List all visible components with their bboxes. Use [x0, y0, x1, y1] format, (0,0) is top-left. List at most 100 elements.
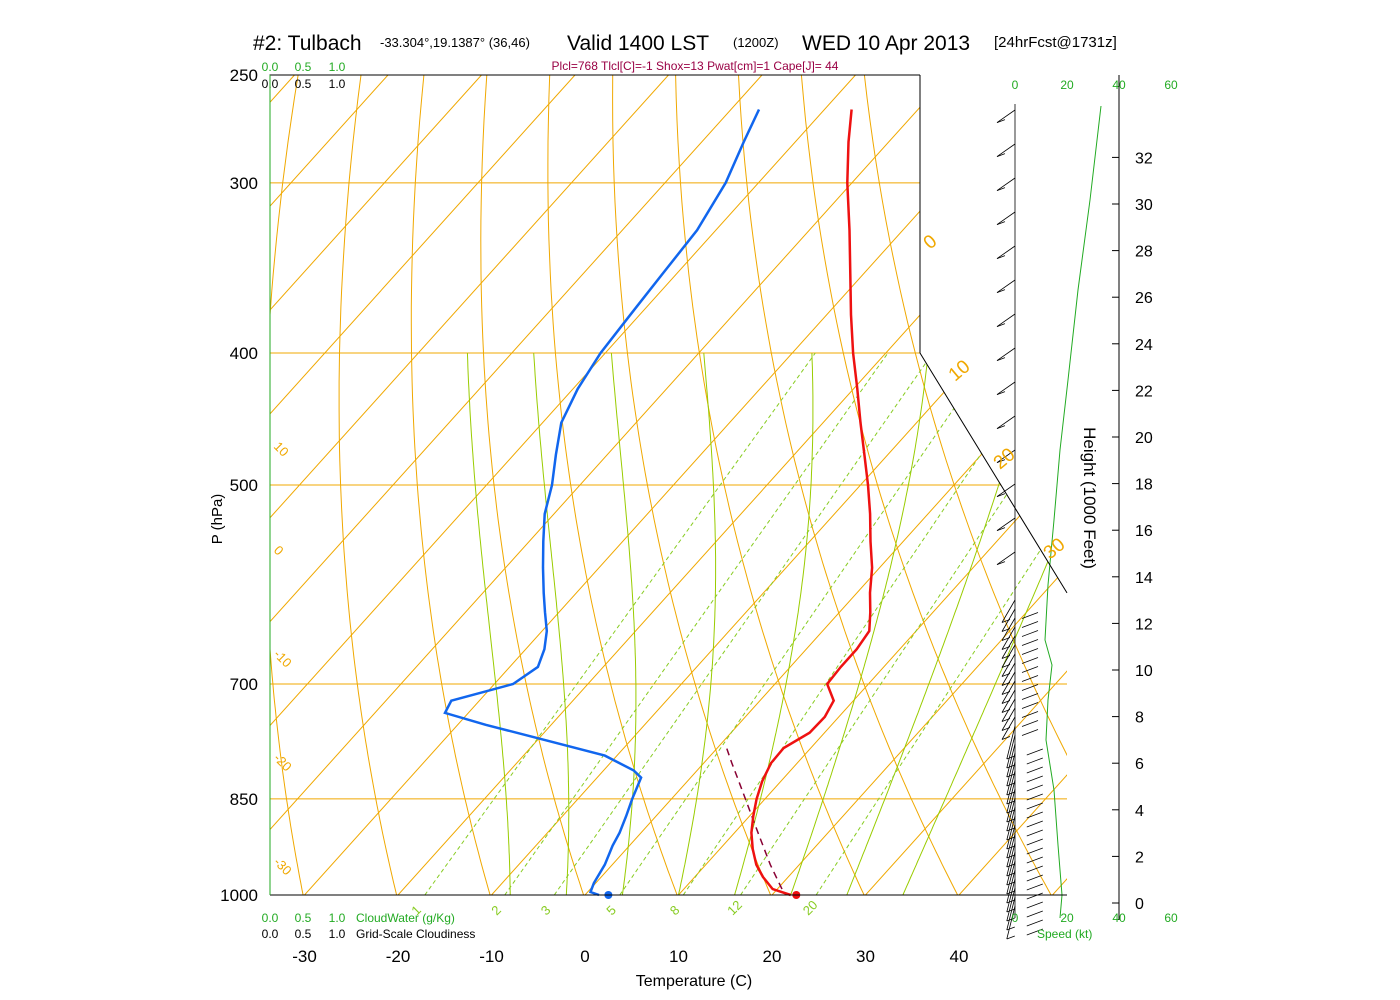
mixing-ratio-line [740, 352, 1067, 895]
wind-barb-flag [1026, 910, 1043, 918]
wind-barb-flag [1026, 856, 1043, 864]
temperature-tick-label: -20 [386, 947, 411, 966]
x-axis-label: Temperature (C) [636, 973, 752, 990]
wind-barb-staff [1001, 617, 1016, 641]
wind-barb-flag [1021, 720, 1039, 727]
mixing-ratio-label: 12 [724, 897, 745, 918]
wind-barb-staff [996, 109, 1016, 123]
wind-barb-flag [996, 459, 1006, 463]
wind-barb-flag [996, 391, 1006, 395]
wind-barb-flag [996, 527, 1006, 531]
wind-barb-flag [1006, 809, 1015, 814]
wind-barb-flag [996, 255, 1006, 259]
dry-adiabat-line [1116, 75, 1400, 895]
isotherm-line [270, 75, 856, 895]
dry-adiabat-line [989, 75, 1067, 895]
isotherm-label: 10 [271, 439, 292, 460]
mixing-ratio-line [424, 352, 816, 895]
wind-barb-staff [1006, 905, 1016, 940]
wind-barb-staff [1006, 734, 1016, 769]
cloudiness-tick-bottom: 0.0 [262, 927, 279, 941]
wind-barb-flag [1006, 872, 1015, 877]
wind-barb-staff [996, 143, 1016, 157]
isotherm-line [1052, 75, 1067, 895]
speed-label: Speed (kt) [1037, 927, 1092, 941]
height-axis-label: Height (1000 Feet) [1080, 427, 1099, 569]
wind-barb-flag [1006, 890, 1015, 895]
wind-barb-staff [1001, 671, 1016, 695]
cloudwater-label: CloudWater (g/Kg) [356, 911, 455, 925]
cloudwater-tick-bottom: 1.0 [329, 911, 346, 925]
cloudiness-tick-top: 1.0 [329, 77, 346, 91]
mixing-ratio-label: 3 [538, 902, 554, 918]
cloudwater-tick-top: 0.0 [262, 60, 279, 74]
dry-adiabat-line [1052, 75, 1067, 895]
dry-adiabat-line [863, 75, 1067, 895]
dry-adiabat-line [547, 75, 678, 895]
moist-adiabat-line [466, 352, 511, 895]
dry-adiabat-label: 10 [945, 356, 975, 386]
cloudwater-tick-top: 0.5 [295, 60, 312, 74]
wind-barb-staff [996, 177, 1016, 191]
speed-tick-bottom: 0 [1012, 911, 1019, 925]
wind-barb-staff [1006, 842, 1016, 877]
plot-frame-step [919, 75, 1068, 594]
speed-tick-top: 0 [1012, 78, 1019, 92]
wind-barb-flag [996, 323, 1006, 327]
wind-barb-staff [1001, 707, 1016, 731]
wind-barb-flag [1006, 926, 1015, 931]
wind-barb-flag [1026, 766, 1043, 774]
title-utc: (1200Z) [733, 35, 779, 50]
wind-barb-flag [1026, 793, 1043, 801]
wind-barb-flag [1021, 693, 1039, 700]
height-tick-label: 2 [1135, 849, 1144, 866]
wind-barb-flag [996, 119, 1006, 123]
mixing-ratio-label: 8 [667, 902, 683, 918]
skewt-grid [270, 75, 1400, 895]
wind-barb-staff [1006, 896, 1016, 931]
wind-barb-staff [1006, 797, 1016, 832]
wind-barb-flag [1026, 883, 1043, 891]
wind-barb-flag [996, 289, 1006, 293]
wind-barb-flag [1026, 811, 1043, 819]
height-tick-label: 30 [1135, 197, 1153, 214]
wind-barb-staff [1001, 635, 1016, 659]
wind-barb-staff [996, 483, 1016, 497]
title-date: WED 10 Apr 2013 [802, 32, 970, 55]
pressure-tick-label: 700 [230, 675, 258, 694]
wind-barb-staff [1006, 815, 1016, 850]
moist-adiabat-line [790, 352, 929, 895]
wind-barb-staff [1001, 599, 1016, 623]
dry-adiabat-line [738, 75, 959, 895]
cloudiness-tick-bottom: 0.5 [295, 927, 312, 941]
speed-tick-bottom: 20 [1060, 911, 1074, 925]
wind-barb-flag [1021, 612, 1039, 619]
pressure-tick-label: 500 [230, 476, 258, 495]
wind-barb-flag [1026, 829, 1043, 837]
wind-barb-flag [1021, 711, 1039, 718]
wind-barb-flag [1026, 775, 1043, 783]
mixing-ratio-line [504, 352, 889, 895]
temperature-tick-label: 40 [950, 947, 969, 966]
wind-barb-staff [1006, 887, 1016, 922]
height-tick-label: 18 [1135, 477, 1153, 494]
wind-barb-flag [1006, 818, 1015, 823]
wind-barb-staff [996, 245, 1016, 259]
wind-barb-staff [1006, 851, 1016, 886]
wind-barb-flag [1021, 729, 1039, 736]
mixing-ratio-label: 5 [603, 902, 619, 918]
wind-barb-flag [996, 153, 1006, 157]
wind-barb-staff [1001, 698, 1016, 722]
wind-barb-flag [1006, 827, 1015, 832]
wind-barb-flag [1021, 621, 1039, 628]
wind-barb-flag [1006, 755, 1015, 760]
moist-adiabat-line [610, 352, 637, 895]
wind-barb-staff [1006, 833, 1016, 868]
pressure-tick-label: 850 [230, 790, 258, 809]
wind-barb-flag [1021, 648, 1039, 655]
pressure-tick-label: 1000 [220, 886, 258, 905]
dry-adiabat-line [612, 75, 772, 895]
skewt-series [443, 108, 874, 899]
wind-barb-flag [996, 493, 1006, 497]
wind-barb-flag [996, 221, 1006, 225]
